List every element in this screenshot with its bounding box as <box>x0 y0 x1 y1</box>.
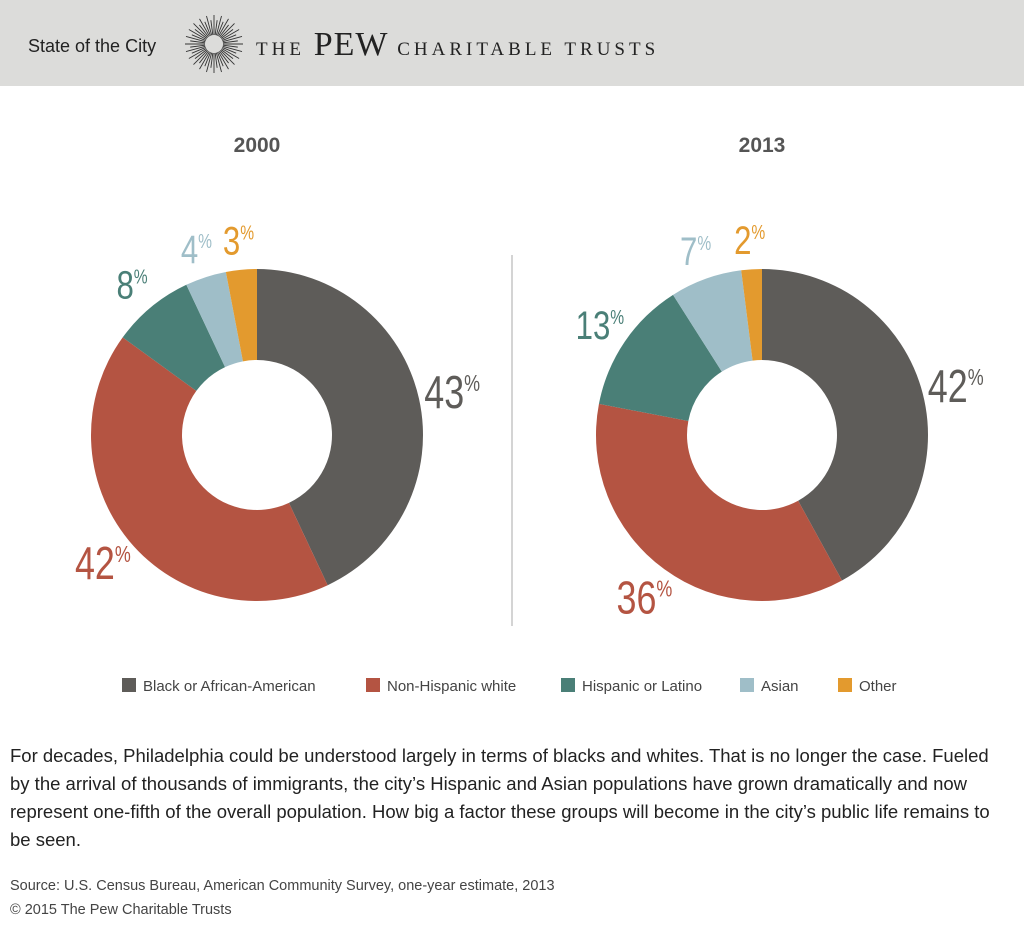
data-label: 42% <box>928 361 984 412</box>
data-label: 42% <box>75 538 131 589</box>
legend-item: Asian <box>740 678 799 695</box>
legend-swatch <box>122 678 136 692</box>
donut-slice <box>122 284 226 391</box>
data-label: 43% <box>424 367 480 418</box>
chart-title: 2000 <box>234 134 281 157</box>
sunburst-logo-icon <box>185 15 243 73</box>
legend-swatch <box>366 678 380 692</box>
series-title: State of the City <box>28 36 157 56</box>
header-bar: State of the City THE PEW CHARITABLE TRU… <box>0 0 1024 86</box>
legend-item: Non-Hispanic white <box>366 678 516 695</box>
donut-slice <box>186 271 243 368</box>
legend-label: Other <box>859 678 897 695</box>
legend-item: Hispanic or Latino <box>561 678 702 695</box>
donut-slice <box>257 269 423 586</box>
legend-item: Other <box>838 678 897 695</box>
donut-slice <box>595 403 842 602</box>
data-label: 3% <box>223 219 254 264</box>
brand-prefix: THE <box>256 39 305 60</box>
legend-label: Non-Hispanic white <box>387 678 517 695</box>
legend-label: Black or African-American <box>143 678 316 695</box>
chart-legend: Black or African-American Non-Hispanic wh… <box>0 676 1024 700</box>
copyright-note: © 2015 The Pew Charitable Trusts <box>10 902 232 918</box>
data-label: 13% <box>576 304 625 349</box>
donut-slice <box>90 337 328 601</box>
brand-name-main: PEW <box>313 26 389 63</box>
data-label: 4% <box>181 227 212 272</box>
chart-title: 2013 <box>739 134 786 157</box>
data-label: 7% <box>680 229 711 274</box>
legend-item: Black or African-American <box>122 678 316 695</box>
donut-charts: 2000 43% 42% 8% 4% 3% 2013 42% 36% 13% 7% 2% <box>75 134 984 626</box>
donut-slice <box>598 294 722 421</box>
data-label: 2% <box>734 218 765 263</box>
legend-label: Hispanic or Latino <box>582 678 703 695</box>
data-label: 8% <box>116 263 147 308</box>
donut-chart-2000: 2000 43% 42% 8% 4% 3% <box>75 134 480 601</box>
brand-suffix: CHARITABLE TRUSTS <box>397 39 660 60</box>
donut-slice <box>762 269 929 581</box>
donut-slice <box>673 270 753 372</box>
source-note: Source: U.S. Census Bureau, American Com… <box>10 878 555 894</box>
brand-name: THE PEW CHARITABLE TRUSTS <box>256 26 659 64</box>
legend-swatch <box>740 678 754 692</box>
donut-slice <box>225 269 257 362</box>
legend-swatch <box>838 678 852 692</box>
data-label: 36% <box>617 572 673 623</box>
description-text: For decades, Philadelphia could be under… <box>10 745 990 850</box>
donut-slice <box>741 269 762 361</box>
legend-label: Asian <box>761 678 799 695</box>
legend-swatch <box>561 678 575 692</box>
donut-chart-2013: 2013 42% 36% 13% 7% 2% <box>576 134 984 623</box>
